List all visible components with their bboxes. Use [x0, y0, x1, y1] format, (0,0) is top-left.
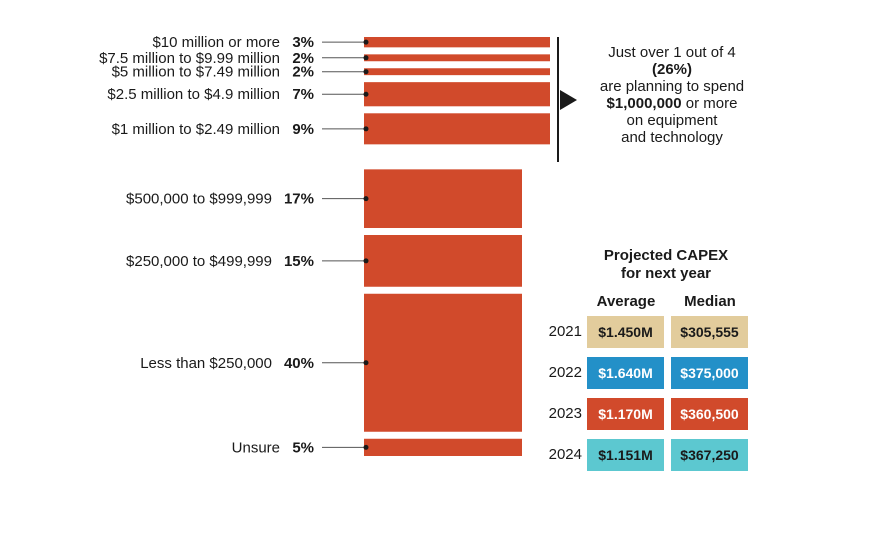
capex-title-line2: for next year — [620, 265, 712, 282]
leader-dot-5 — [363, 196, 369, 202]
annotation-line1: Just over 1 out of 4 — [608, 44, 736, 61]
bar-7 — [364, 293, 522, 432]
leader-dot-2 — [363, 69, 369, 75]
bar-2 — [364, 68, 550, 76]
annotation-line4: $1,000,000 or more — [606, 95, 738, 112]
capex-year-2021: 2021 — [548, 323, 582, 340]
capex-average-2022: $1.640M — [587, 357, 664, 389]
capex-col-average: Average — [596, 293, 656, 310]
leader-dot-7 — [363, 360, 369, 366]
capex-median-2022: $375,000 — [671, 357, 748, 389]
bar-1 — [364, 54, 550, 62]
category-label-4: $1 million to $2.49 million — [112, 121, 280, 138]
bar-3 — [364, 82, 550, 107]
value-label-5: 17% — [284, 191, 314, 208]
capex-average-2024: $1.151M — [587, 439, 664, 471]
capex-year-2023: 2023 — [548, 405, 582, 422]
value-label-8: 5% — [292, 439, 314, 456]
annotation-line3: are planning to spend — [599, 78, 745, 95]
capex-title-line1: Projected CAPEX — [603, 247, 729, 264]
value-label-0: 3% — [292, 34, 314, 51]
bar-4 — [364, 113, 550, 145]
category-label-2: $5 million to $7.49 million — [112, 64, 280, 81]
leader-dot-4 — [363, 126, 369, 132]
capex-median-2021: $305,555 — [671, 316, 748, 348]
leader-dot-1 — [363, 55, 369, 61]
leader-dot-6 — [363, 258, 369, 264]
bar-5 — [364, 169, 522, 228]
category-label-0: $10 million or more — [152, 34, 280, 51]
bar-6 — [364, 235, 522, 287]
category-label-8: Unsure — [232, 439, 280, 456]
category-label-3: $2.5 million to $4.9 million — [107, 86, 280, 103]
category-label-6: $250,000 to $499,999 — [126, 253, 272, 270]
category-label-7: Less than $250,000 — [140, 355, 272, 372]
leader-dot-0 — [363, 39, 369, 45]
capex-title: Projected CAPEX for next year — [570, 247, 762, 283]
value-label-1: 2% — [292, 50, 314, 67]
category-label-1: $7.5 million to $9.99 million — [99, 50, 280, 67]
bracket-arrow-icon — [560, 90, 577, 110]
capex-average-2021: $1.450M — [587, 316, 664, 348]
leader-dot-3 — [363, 91, 369, 97]
capex-year-2024: 2024 — [548, 446, 582, 463]
value-label-2: 2% — [292, 64, 314, 81]
bars-group: 3% $10 million or more 2% $7.5 million to $… — [99, 34, 550, 456]
bar-0 — [364, 37, 550, 48]
spend-annotation: Just over 1 out of 4 (26%) are planning … — [572, 44, 772, 146]
bar-8 — [364, 438, 522, 456]
category-label-5: $500,000 to $999,999 — [126, 191, 272, 208]
leader-dot-8 — [363, 444, 369, 450]
capex-col-median: Median — [684, 293, 736, 310]
annotation-line2: (26%) — [651, 61, 692, 78]
capex-median-2024: $367,250 — [671, 439, 748, 471]
capex-average-2023: $1.170M — [587, 398, 664, 430]
value-label-6: 15% — [284, 253, 314, 270]
annotation-line6: and technology — [621, 129, 723, 146]
value-label-4: 9% — [292, 121, 314, 138]
value-label-7: 40% — [284, 355, 314, 372]
capex-year-2022: 2022 — [548, 364, 582, 381]
value-label-3: 7% — [292, 86, 314, 103]
capex-median-2023: $360,500 — [671, 398, 748, 430]
annotation-line5: on equipment — [626, 112, 718, 129]
